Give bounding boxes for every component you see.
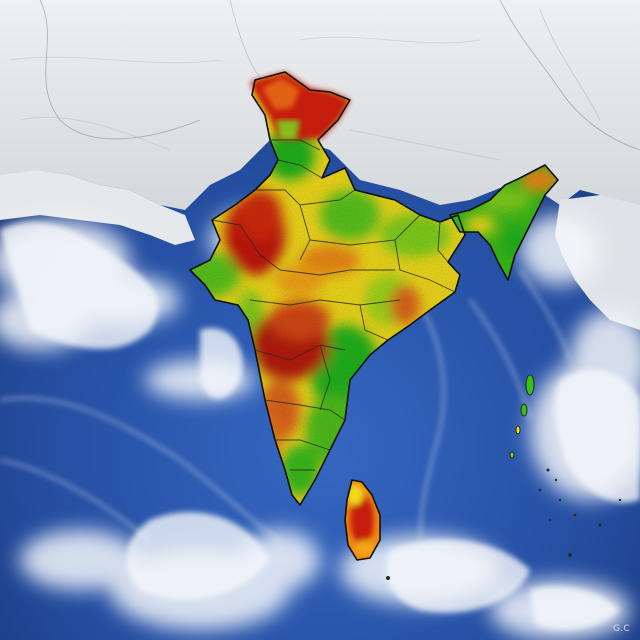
cloud-layer [0,210,640,640]
andaman-islands [509,374,535,459]
north-region-overlay [250,72,350,140]
map-credit: G.C [612,624,630,634]
small-islands [386,468,622,580]
state-borders [211,139,456,471]
sri-lanka-heat-overlay[interactable] [340,475,385,565]
